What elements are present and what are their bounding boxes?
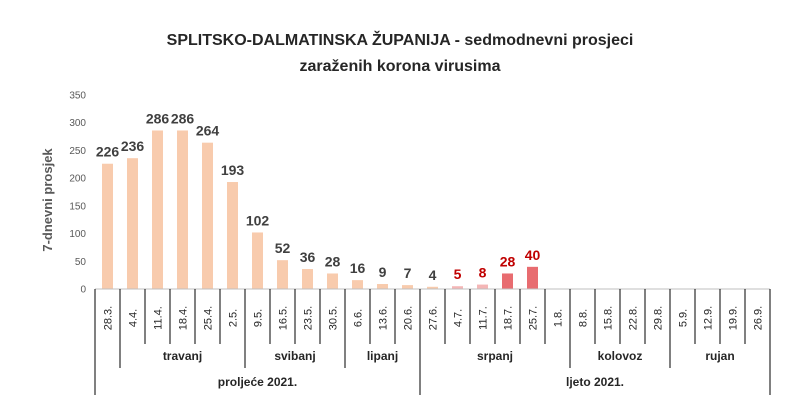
x-tick-label: 22.8. (628, 306, 640, 330)
x-tick-label: 11.7. (478, 306, 490, 330)
x-tick-label: 30.5. (328, 306, 340, 330)
x-tick-label: 18.7. (503, 306, 515, 330)
x-tick-label: 5.9. (678, 309, 690, 327)
x-tick-label: 12.9. (703, 306, 715, 330)
month-label: travanj (163, 349, 202, 363)
data-label: 36 (300, 249, 316, 265)
bar (152, 130, 163, 289)
x-tick-label: 15.8. (603, 306, 615, 330)
bar (252, 232, 263, 289)
data-label: 7 (404, 265, 412, 281)
data-label: 193 (221, 162, 245, 178)
bar (527, 266, 538, 289)
bar (202, 142, 213, 289)
data-label: 52 (275, 240, 291, 256)
x-tick-label: 1.8. (553, 309, 565, 327)
bar (427, 286, 438, 289)
data-label: 226 (96, 144, 120, 160)
x-tick-label: 20.6. (403, 306, 415, 330)
bar (402, 285, 413, 289)
season-label: proljeće 2021. (218, 375, 297, 389)
x-tick-label: 6.6. (353, 309, 365, 327)
chart-title: SPLITSKO-DALMATINSKA ŽUPANIJA - sedmodne… (0, 28, 800, 80)
month-label: srpanj (477, 349, 513, 363)
x-tick-label: 23.5. (303, 306, 315, 330)
data-label: 236 (121, 138, 145, 154)
x-tick-label: 27.6. (428, 306, 440, 330)
x-tick-label: 28.3. (103, 306, 115, 330)
bar (477, 284, 488, 289)
y-tick-label: 100 (69, 229, 86, 240)
bar (352, 280, 363, 289)
bar (127, 158, 138, 289)
data-label: 8 (479, 265, 487, 281)
bar (327, 273, 338, 289)
data-label: 286 (146, 110, 170, 126)
month-label: rujan (705, 349, 734, 363)
data-label: 264 (196, 123, 220, 139)
y-tick-label: 50 (75, 257, 87, 268)
month-label: lipanj (367, 349, 398, 363)
x-tick-label: 8.8. (578, 309, 590, 327)
x-tick-label: 29.8. (653, 306, 665, 330)
month-label: kolovoz (598, 349, 643, 363)
bar (102, 163, 113, 289)
x-tick-label: 11.4. (153, 306, 165, 330)
chart-title-line-1: SPLITSKO-DALMATINSKA ŽUPANIJA - sedmodne… (166, 32, 634, 49)
bar (377, 284, 388, 289)
data-label: 28 (500, 253, 516, 269)
x-tick-label: 18.4. (178, 306, 190, 330)
data-label: 102 (246, 212, 270, 228)
x-tick-label: 2.5. (228, 309, 240, 327)
x-tick-label: 16.5. (278, 306, 290, 330)
y-tick-label: 0 (80, 285, 86, 296)
y-tick-label: 300 (69, 118, 86, 129)
data-label: 28 (325, 253, 341, 269)
y-tick-label: 150 (69, 201, 86, 212)
bar (302, 269, 313, 289)
data-label: 4 (429, 267, 437, 283)
season-label: ljeto 2021. (566, 375, 624, 389)
bar (227, 182, 238, 289)
data-label: 40 (525, 247, 541, 263)
x-tick-label: 9.5. (253, 309, 265, 327)
x-tick-label: 13.6. (378, 306, 390, 330)
bar (502, 273, 513, 289)
y-tick-label: 200 (69, 174, 86, 185)
x-tick-label: 25.7. (528, 306, 540, 330)
x-tick-label: 25.4. (203, 306, 215, 330)
bar (277, 260, 288, 289)
x-tick-label: 26.9. (753, 306, 765, 330)
y-tick-label: 350 (69, 91, 86, 102)
month-label: svibanj (274, 349, 315, 363)
data-label: 286 (171, 110, 195, 126)
x-tick-label: 4.7. (453, 309, 465, 327)
y-axis-title: 7-dnevni prosjek (40, 148, 55, 252)
y-tick-label: 250 (69, 146, 86, 157)
chart-title-line-2: zaraženih korona virusima (299, 58, 501, 75)
x-tick-label: 19.9. (728, 306, 740, 330)
bar (452, 286, 463, 289)
data-label: 5 (454, 266, 462, 282)
data-label: 9 (379, 264, 387, 280)
bar (177, 130, 188, 289)
x-tick-label: 4.4. (128, 309, 140, 327)
data-label: 16 (350, 260, 366, 276)
